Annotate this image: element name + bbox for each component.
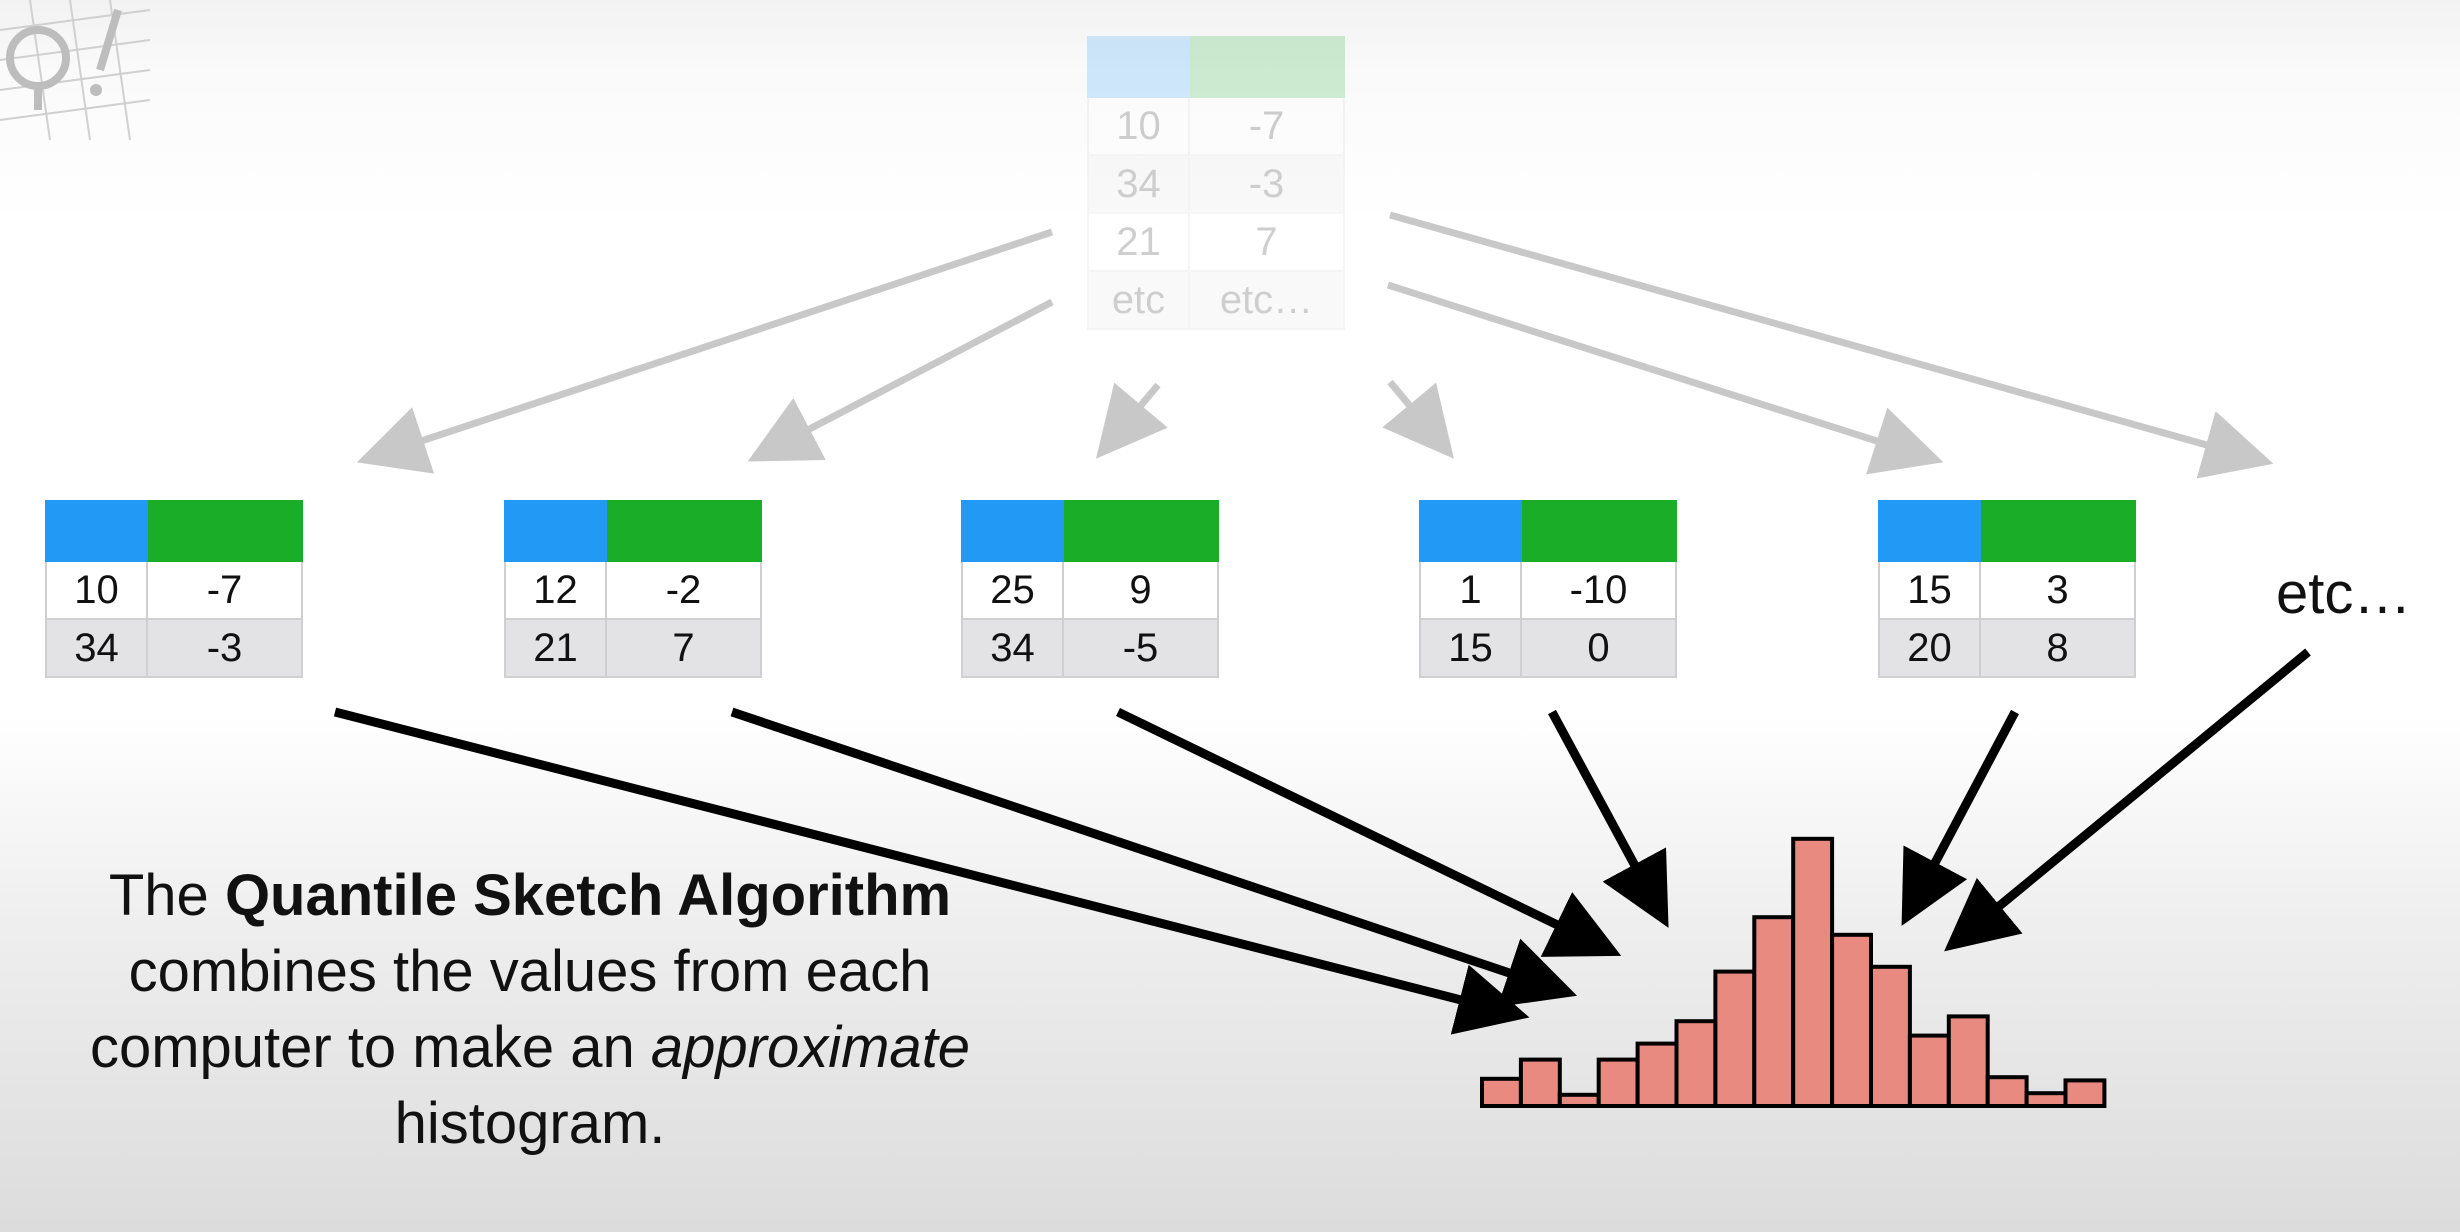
table-cell: -10 xyxy=(1520,560,1677,620)
histogram-bar xyxy=(2063,1078,2107,1109)
computer-table-5: 15 3 20 8 xyxy=(1878,500,2136,678)
arrow-to-computer-4 xyxy=(1382,379,1454,459)
histogram-bar xyxy=(1946,1014,1990,1109)
histogram-bar xyxy=(1985,1075,2029,1108)
table-cell: -2 xyxy=(605,560,762,620)
caption-text: combines the values from each computer t… xyxy=(89,939,932,1080)
computer-table-3: 25 9 34 -5 xyxy=(961,500,1219,678)
table-cell: 15 xyxy=(1878,560,1981,620)
caption-italic-term: approximate xyxy=(650,1015,971,1080)
table-cell: -7 xyxy=(1188,96,1345,156)
header-cell xyxy=(1419,500,1522,562)
histogram-bar xyxy=(2024,1091,2068,1108)
header-cell xyxy=(1087,36,1190,98)
header-cell xyxy=(1878,500,1981,562)
histogram-bar xyxy=(1752,915,1796,1109)
table-cell: 0 xyxy=(1520,618,1677,678)
histogram-bar xyxy=(1869,964,1912,1108)
histogram-bar xyxy=(1830,932,1873,1108)
table-cell: 7 xyxy=(1188,212,1345,272)
caption-bold-term: Quantile Sketch Algorithm xyxy=(224,863,952,928)
table-cell: 10 xyxy=(1087,96,1190,156)
table-cell: 25 xyxy=(961,560,1064,620)
approximate-histogram xyxy=(1480,836,2107,1109)
table-cell: -3 xyxy=(1188,154,1345,214)
header-cell xyxy=(961,500,1064,562)
arrow-from-computer-5 xyxy=(1901,709,2019,926)
table-cell: -3 xyxy=(146,618,303,678)
header-cell xyxy=(1062,500,1219,562)
header-cell xyxy=(1979,500,2136,562)
histogram-bar xyxy=(1674,1019,1718,1109)
histogram-bar xyxy=(1596,1057,1640,1108)
arrow-from-etc xyxy=(1944,648,2311,952)
table-cell: 8 xyxy=(1979,618,2136,678)
distribution-arrows xyxy=(356,211,2274,479)
table-cell: etc xyxy=(1087,270,1190,330)
table-cell: 21 xyxy=(504,618,607,678)
arrow-from-computer-3 xyxy=(1116,707,1622,957)
table-cell: 34 xyxy=(961,618,1064,678)
histogram-bar xyxy=(1557,1092,1601,1109)
header-cell xyxy=(504,500,607,562)
header-cell xyxy=(1188,36,1345,98)
table-cell: 34 xyxy=(45,618,148,678)
histogram-bar xyxy=(1907,1033,1951,1108)
table-cell: -7 xyxy=(146,560,303,620)
table-cell: 3 xyxy=(1979,560,2136,620)
header-cell xyxy=(605,500,762,562)
histogram-bar xyxy=(1635,1041,1679,1108)
header-cell xyxy=(45,500,148,562)
histogram-bar xyxy=(1518,1057,1562,1108)
table-cell: etc… xyxy=(1188,270,1345,330)
arrow-to-computer-2 xyxy=(747,298,1054,462)
header-cell xyxy=(1520,500,1677,562)
logo-icon xyxy=(0,0,151,140)
histogram-bar xyxy=(1791,836,1835,1108)
table-cell: 21 xyxy=(1087,212,1190,272)
histogram-bar xyxy=(1480,1076,1523,1109)
full-dataset-table: 10 -7 34 -3 21 7 etc etc… xyxy=(1087,36,1345,330)
table-cell: 34 xyxy=(1087,154,1190,214)
table-cell: 1 xyxy=(1419,560,1522,620)
histogram-bar xyxy=(1713,969,1757,1108)
arrow-to-computer-3 xyxy=(1095,382,1168,459)
arrow-from-computer-2 xyxy=(730,707,1578,1007)
header-cell xyxy=(146,500,303,562)
table-cell: 9 xyxy=(1062,560,1219,620)
caption-text: histogram. xyxy=(394,1091,666,1156)
computer-table-1: 10 -7 34 -3 xyxy=(45,500,303,678)
arrow-to-computer-5 xyxy=(1386,281,1944,475)
table-cell: 10 xyxy=(45,560,148,620)
computer-table-2: 12 -2 21 7 xyxy=(504,500,762,678)
arrow-to-etc xyxy=(1389,211,2274,479)
table-cell: 15 xyxy=(1419,618,1522,678)
combine-arrows xyxy=(333,648,2311,1035)
table-cell: -5 xyxy=(1062,618,1219,678)
arrow-from-computer-1 xyxy=(333,707,1530,1035)
caption: The Quantile Sketch Algorithm combines t… xyxy=(40,858,1020,1162)
table-cell: 12 xyxy=(504,560,607,620)
computer-table-4: 1 -10 15 0 xyxy=(1419,500,1677,678)
table-cell: 20 xyxy=(1878,618,1981,678)
caption-text: The xyxy=(108,863,225,928)
arrow-from-computer-4 xyxy=(1548,709,1669,928)
arrow-to-computer-1 xyxy=(356,228,1054,474)
table-cell: 7 xyxy=(605,618,762,678)
etc-label: etc… xyxy=(2276,561,2412,626)
